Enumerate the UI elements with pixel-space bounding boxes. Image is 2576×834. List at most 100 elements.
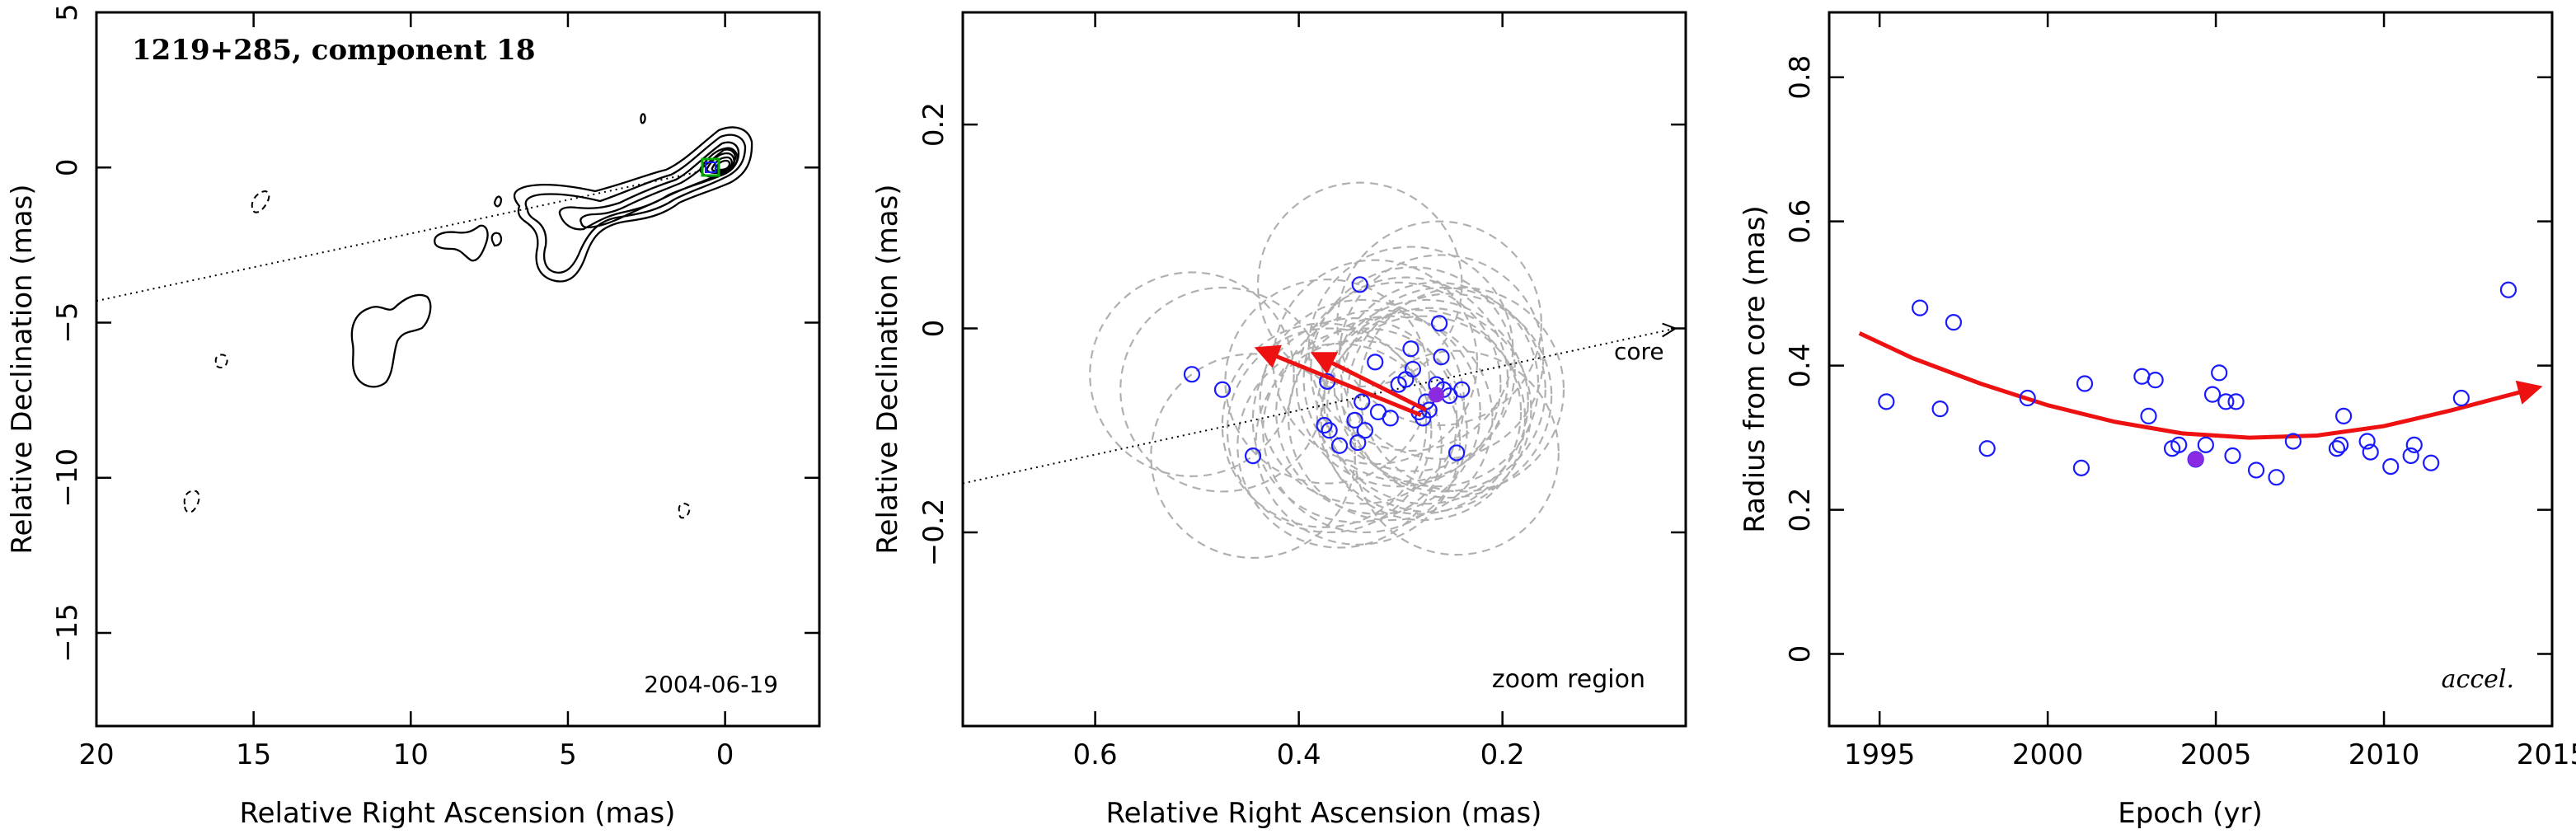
uncertainty-circle-23 (1333, 281, 1540, 488)
position-point-17 (1402, 340, 1419, 358)
uncertainty-circle-24 (1336, 220, 1542, 427)
radius-point-26 (2358, 433, 2376, 450)
position-point-11 (1356, 422, 1374, 439)
radius-point-22 (2284, 433, 2302, 450)
source-title: 1219+285, component 18 (132, 34, 536, 67)
radius-xtick-label-2: 2005 (2180, 738, 2252, 771)
velocity-arrows (1254, 322, 1677, 417)
x-axis-label-epoch: Epoch (yr) (2118, 797, 2263, 830)
position-point-6 (1330, 437, 1349, 454)
radius-point-24 (2331, 436, 2349, 453)
radius-points (1878, 281, 2517, 486)
map-ytick-label-1: 0 (51, 158, 84, 176)
radius-xtick-label-3: 2010 (2348, 738, 2420, 771)
map-xtick-label-2: 10 (393, 738, 429, 771)
position-point-28 (1448, 444, 1466, 462)
radius-ytick-label-1: 0.2 (1784, 488, 1817, 532)
radius-ytick-label-0: 0 (1784, 645, 1817, 663)
position-point-25 (1433, 349, 1450, 366)
panel-map: 20 15 10 5 0 5 0 −5 −10 −15 (6, 3, 821, 830)
map-ytick-label-0: 5 (51, 3, 84, 21)
uncertainty-circle-21 (1323, 298, 1529, 505)
velocity-arrow-1 (1310, 352, 1428, 412)
epoch-label: 2004-06-19 (644, 671, 778, 698)
uncertainty-circle-10 (1259, 298, 1466, 505)
contour-level-1 (513, 126, 753, 283)
neg-contour-2 (214, 354, 228, 369)
radius-highlight-point (2188, 451, 2204, 467)
core-arrowhead (1662, 322, 1677, 338)
jet-axis-line-zoom (963, 327, 1676, 485)
radius-point-2 (1931, 401, 1949, 418)
map-xtick-label-1: 15 (236, 738, 271, 771)
contour-level-2 (524, 134, 747, 274)
position-point-4 (1321, 422, 1338, 439)
radius-point-21 (2268, 469, 2285, 486)
position-point-24 (1430, 315, 1448, 332)
panel-zoom-frame (961, 11, 1687, 728)
neg-contour-1 (251, 190, 270, 213)
map-xtick-label-3: 5 (559, 738, 577, 771)
uncertainty-circle-11 (1262, 327, 1468, 534)
radius-point-7 (2076, 375, 2094, 392)
zoom-ytick-label-2: −0.2 (917, 499, 950, 567)
x-axis-label: Relative Right Ascension (mas) (240, 797, 676, 830)
position-point-14 (1382, 410, 1399, 427)
radius-point-33 (2499, 281, 2517, 298)
radius-point-29 (2402, 447, 2419, 465)
y-axis-label: Relative Declination (mas) (6, 184, 39, 554)
uncertainty-circle-19 (1316, 309, 1523, 515)
neg-contour-3 (183, 490, 200, 513)
radius-point-31 (2423, 454, 2440, 471)
radius-xtick-label-0: 1995 (1844, 738, 1916, 771)
uncertainty-circle-18 (1310, 266, 1516, 472)
contour-knot-3 (493, 195, 503, 208)
uncertainty-circle-28 (1354, 349, 1560, 556)
panel-zoom-ticks: 0.6 0.4 0.2 0.2 0 −0.2 (917, 12, 1686, 771)
jet-axis-line (96, 166, 720, 302)
zoom-xtick-label-1: 0.4 (1277, 738, 1321, 771)
radius-point-30 (2405, 436, 2423, 453)
highlight-point (1428, 387, 1444, 403)
panel-map-ticks: 20 15 10 5 0 5 0 −5 −10 −15 (51, 3, 819, 771)
radius-point-27 (2362, 443, 2379, 461)
core-label: core (1614, 338, 1664, 365)
uncertainty-circle-20 (1320, 315, 1527, 522)
uncertainty-circle-1 (1119, 286, 1326, 493)
contour-knot-1 (434, 224, 489, 262)
uncertainty-circle-4 (1226, 327, 1433, 534)
radius-point-8 (2133, 368, 2151, 385)
map-ytick-label-4: −15 (51, 603, 84, 663)
zoom-xtick-label-2: 0.2 (1480, 738, 1525, 771)
uncertainty-circle-8 (1255, 340, 1462, 546)
radius-point-4 (1978, 440, 1996, 457)
neg-contour-4 (678, 503, 691, 519)
radius-point-23 (2328, 440, 2346, 457)
map-xtick-label-4: 0 (716, 738, 734, 771)
radius-point-5 (2019, 389, 2036, 407)
position-point-9 (1351, 276, 1368, 293)
y-axis-label-zoom: Relative Declination (mas) (871, 184, 904, 554)
radius-point-1 (1912, 299, 1929, 316)
radius-point-9 (2140, 407, 2157, 424)
panel-zoom: 0.6 0.4 0.2 0.2 0 −0.2 core zoom region Relat… (871, 11, 1687, 830)
radius-ytick-label-3: 0.6 (1784, 199, 1817, 244)
zoom-ytick-label-0: 0.2 (917, 102, 950, 147)
zoom-ytick-label-1: 0 (917, 320, 950, 338)
zoom-xtick-label-0: 0.6 (1073, 738, 1118, 771)
radius-point-25 (2334, 407, 2353, 424)
uncertainty-circle-22 (1326, 307, 1532, 513)
position-point-8 (1349, 433, 1367, 452)
radius-point-14 (2197, 436, 2214, 453)
position-point-2 (1244, 447, 1262, 465)
velocity-arrow-0 (1254, 344, 1422, 417)
radius-ytick-label-4: 0.8 (1784, 55, 1817, 100)
position-point-7 (1346, 411, 1363, 429)
position-point-1 (1213, 381, 1232, 398)
radius-point-12 (2170, 436, 2188, 453)
panel-map-frame (95, 11, 821, 728)
contour-level-3 (558, 141, 740, 231)
radius-point-10 (2147, 372, 2164, 389)
